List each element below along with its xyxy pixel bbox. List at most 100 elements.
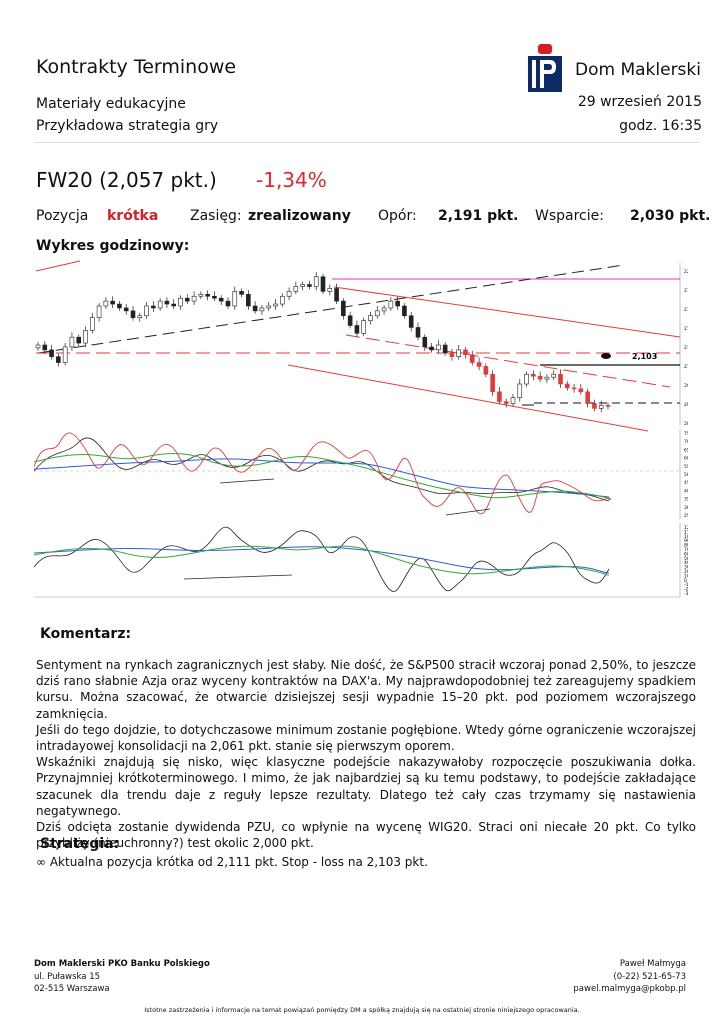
candle-body [273, 303, 278, 307]
instrument-change: -1,34% [256, 168, 327, 192]
axis-tick-label: 30 [684, 505, 688, 511]
candle-body [76, 336, 82, 344]
candle-body [49, 349, 54, 357]
candle-body [313, 276, 319, 287]
candle-body [517, 383, 523, 398]
company-name: Dom Maklerski PKO Banku Polskiego [34, 959, 210, 969]
candle-body [83, 330, 88, 344]
axis-tick-label: 60 [684, 551, 688, 557]
candle-body [266, 305, 272, 309]
contact-phone: (0-22) 521-65-73 [613, 971, 686, 982]
candle-body [456, 349, 462, 357]
candle-body [198, 293, 204, 297]
axis-tick-label: -20 [684, 587, 688, 593]
commentary-heading: Komentarz: [40, 626, 132, 642]
candle-body [388, 300, 394, 309]
candle-body [449, 352, 455, 358]
range-value: zrealizowany [248, 208, 351, 224]
marker-label: 2,103 [632, 352, 657, 361]
pko-logo-icon [524, 42, 566, 94]
osc1-green [34, 453, 612, 500]
axis-tick-label: 65 [684, 447, 688, 453]
candle-body [341, 300, 346, 317]
candle-body [144, 305, 149, 317]
candle-body [259, 307, 265, 312]
candle-body [531, 373, 536, 377]
subtitle-strategy: Przykładowa strategia gry [36, 118, 219, 134]
commentary-paragraph: Dziś odcięta zostanie dywidenda PZU, co … [36, 820, 696, 851]
channel-upper [333, 286, 681, 338]
position-label: Pozycja [36, 208, 89, 224]
candle-body [442, 344, 448, 354]
candle-body [381, 307, 387, 312]
axis-tick-label: 100 [684, 534, 688, 540]
chart-title: Wykres godzinowy: [36, 238, 190, 254]
candle-body [130, 310, 136, 318]
candle-body [239, 291, 244, 295]
candle-body [300, 284, 305, 287]
candle-body [578, 388, 584, 393]
infinity-bullet-icon: ∞ [36, 855, 46, 869]
strategy-item: ∞ Aktualna pozycja krótka od 2,111 pkt. … [36, 855, 428, 869]
strategy-text: Aktualna pozycja krótka od 2,111 pkt. St… [49, 855, 428, 869]
candle-body [537, 375, 543, 380]
axis-tick-label: 75 [684, 431, 688, 437]
candle-body [225, 300, 231, 307]
candle-body [361, 320, 367, 334]
page-title: Kontrakty Terminowe [36, 56, 237, 78]
axis-tick-label: 90 [684, 538, 688, 544]
axis-tick-label: 2140 [684, 326, 688, 332]
axis-tick-label: 30 [684, 565, 688, 571]
candle-body [571, 387, 577, 390]
candle-body [564, 383, 570, 389]
axis-tick-label: 2180 [684, 288, 688, 294]
candle-body [246, 293, 251, 307]
candle-body [69, 336, 75, 348]
axis-tick-label: 0 [684, 578, 687, 584]
candle-body [320, 276, 326, 292]
candle-body [307, 284, 312, 287]
support-label: Wsparcie: [535, 208, 604, 224]
candle-body [96, 305, 102, 318]
resistance-label: Opór: [378, 208, 417, 224]
candle-body [171, 303, 177, 307]
axis-tick-label: 70 [684, 439, 688, 445]
candle-body [422, 336, 428, 348]
candle-body [232, 291, 238, 307]
candle-body [463, 349, 468, 356]
candle-body [279, 295, 285, 305]
osc2-axis-ticks: 1201101009080706050403020100-10-20-30 [684, 525, 688, 597]
candle-body [117, 303, 122, 309]
candle-body [347, 315, 353, 326]
price-axis-ticks: 2200 2180 2160 2140 2120 2100 2080 2060 2040 [684, 269, 688, 427]
strategy-heading: Strategia: [40, 836, 120, 852]
uptrend-line [37, 264, 625, 354]
candle-body [164, 300, 170, 305]
candle-body [110, 300, 115, 305]
candle-body [544, 376, 550, 380]
candle-body [408, 315, 414, 328]
candle-body [293, 286, 299, 292]
instrument-name: FW20 (2,057 pkt.) [36, 168, 217, 192]
candle-body [123, 307, 129, 312]
candle-body [469, 354, 475, 363]
osc2-black [34, 526, 610, 592]
contact-email[interactable]: pawel.malmyga@pkobp.pl [573, 984, 686, 994]
axis-tick-label: 2060 [684, 402, 688, 408]
address-line: 02-515 Warszawa [34, 984, 110, 994]
candle-body [151, 305, 156, 309]
candle-body [89, 317, 95, 331]
candle-body [354, 325, 360, 334]
candle-body [157, 300, 163, 309]
commentary-paragraph: Wskaźniki znajdują się nisko, więc klasy… [36, 755, 696, 818]
candle-body [184, 297, 190, 302]
axis-tick-label: 10 [684, 573, 688, 579]
short-red-line [35, 260, 81, 272]
logo-text: Dom Maklerski [575, 60, 701, 80]
candle-body [395, 300, 400, 307]
range-label: Zasięg: [190, 208, 242, 224]
candle-body [503, 401, 509, 404]
contact-person: Paweł Małmyga [619, 959, 686, 969]
price-candles [35, 271, 611, 413]
axis-tick-label: 40 [684, 560, 688, 566]
